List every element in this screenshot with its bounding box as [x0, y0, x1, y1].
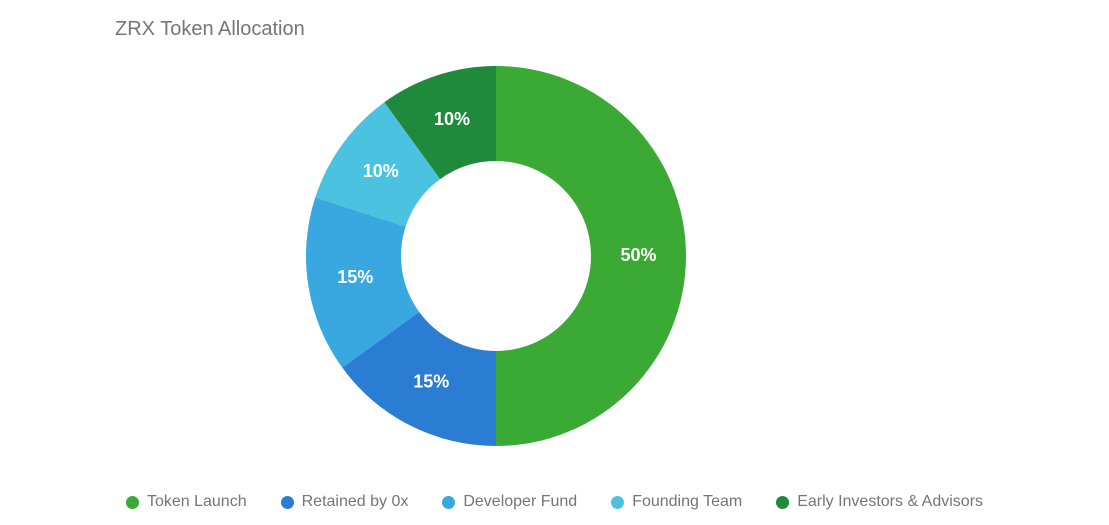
legend-item[interactable]: Founding Team [611, 493, 742, 511]
donut-svg: 50% 15% 15% 10% 10% [0, 0, 1109, 525]
slice-pct-label: 15% [413, 372, 449, 392]
legend-label: Developer Fund [463, 493, 577, 511]
legend-dot-icon [611, 496, 624, 509]
legend-label: Retained by 0x [302, 493, 409, 511]
chart-container: ZRX Token Allocation 50%15%15%10%10% Tok… [0, 0, 1109, 525]
legend-label: Early Investors & Advisors [797, 493, 983, 511]
legend-item[interactable]: Early Investors & Advisors [776, 493, 983, 511]
donut-chart: 50% 15% 15% 10% 10% [0, 0, 1109, 525]
legend-dot-icon [442, 496, 455, 509]
legend-item[interactable]: Token Launch [126, 493, 247, 511]
legend-dot-icon [776, 496, 789, 509]
slice-pct-label: 50% [620, 245, 656, 265]
legend: Token Launch Retained by 0x Developer Fund… [0, 493, 1109, 511]
legend-dot-icon [126, 496, 139, 509]
legend-item[interactable]: Developer Fund [442, 493, 577, 511]
legend-item[interactable]: Retained by 0x [281, 493, 409, 511]
slice-pct-label: 10% [434, 109, 470, 129]
legend-label: Token Launch [147, 493, 247, 511]
legend-label: Founding Team [632, 493, 742, 511]
legend-dot-icon [281, 496, 294, 509]
donut-slice[interactable] [496, 66, 686, 446]
slice-pct-label: 10% [363, 161, 399, 181]
slice-pct-label: 15% [337, 267, 373, 287]
